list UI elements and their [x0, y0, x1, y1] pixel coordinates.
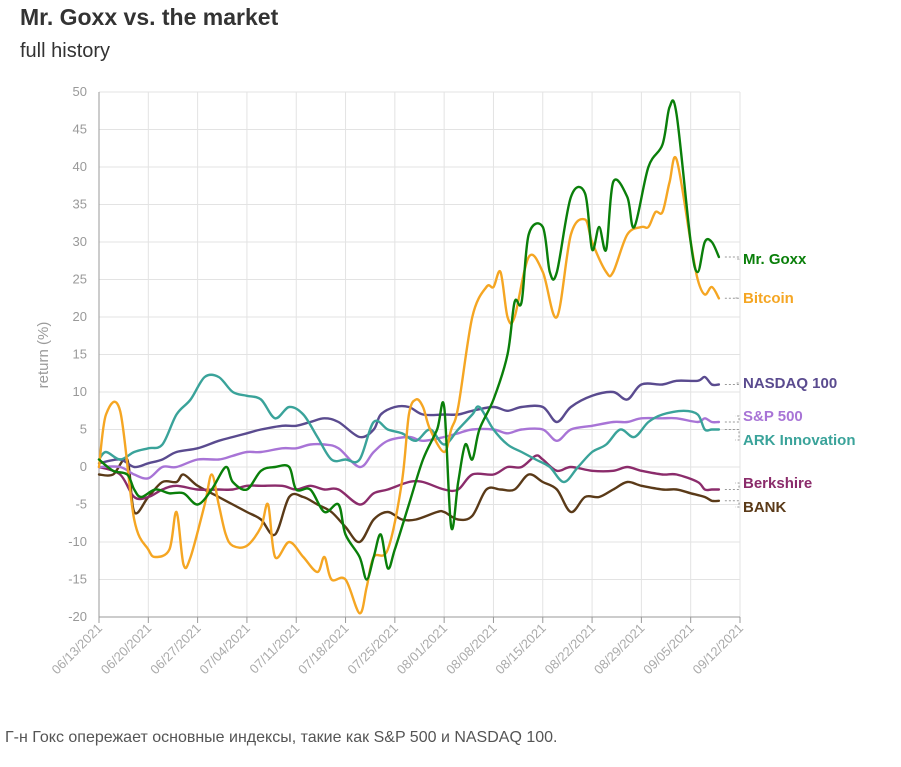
- y-tick-label: 5: [80, 422, 87, 437]
- series-line-mr-goxx[interactable]: [97, 99, 721, 581]
- series-label: Berkshire: [743, 475, 812, 492]
- series-label-connector: [724, 382, 740, 385]
- series-label: Bitcoin: [743, 290, 794, 307]
- x-tick-label: 09/05/2021: [640, 621, 697, 678]
- x-tick-label: 07/25/2021: [344, 621, 401, 678]
- x-tick-label: 06/27/2021: [147, 621, 204, 678]
- x-tick-label: 07/04/2021: [196, 621, 253, 678]
- series-labels: Mr. Goxx Bitcoin NASDAQ 100 S&P 500 ARK Inno…: [724, 251, 856, 516]
- x-tick-label: 08/15/2021: [492, 621, 549, 678]
- series-lines: [97, 99, 721, 615]
- series-line-s-p-500[interactable]: [97, 416, 721, 480]
- caption-nasdaq-link[interactable]: NASDAQ 100: [454, 729, 554, 746]
- y-tick-label: -5: [75, 497, 87, 512]
- series-label-connector: [724, 415, 740, 423]
- x-axis: 06/13/202106/20/202106/27/202107/04/2021…: [48, 616, 746, 678]
- caption: Г-н Гокс опережает основные индексы, так…: [5, 729, 558, 747]
- y-tick-label: 40: [73, 159, 87, 174]
- y-tick-label: 25: [73, 272, 87, 287]
- series-label: Mr. Goxx: [743, 251, 807, 268]
- series-label: NASDAQ 100: [743, 375, 837, 392]
- x-tick-label: 06/20/2021: [98, 621, 155, 678]
- series-line-ark-innovation[interactable]: [97, 373, 721, 484]
- y-axis-label: return (%): [35, 322, 52, 389]
- caption-text-mid: и: [436, 729, 455, 746]
- series-label: BANK: [743, 499, 786, 516]
- series-line-nasdaq-100[interactable]: [97, 375, 721, 469]
- caption-text-before: Г-н Гокс опережает основные индексы, так…: [5, 729, 374, 746]
- y-tick-label: 0: [80, 459, 87, 474]
- y-tick-label: 10: [73, 384, 87, 399]
- y-tick-label: 45: [73, 122, 87, 137]
- caption-sp-link[interactable]: S&P 500: [373, 729, 437, 746]
- x-tick-label: 07/18/2021: [295, 621, 352, 678]
- y-tick-label: 50: [73, 84, 87, 99]
- line-chart: -20 -15 -10 -5 0 5 10 15 20 25 30 35 40 45 50 06/13/20…: [35, 84, 856, 678]
- x-tick-label: 07/11/2021: [246, 621, 302, 677]
- y-tick-label: -10: [68, 534, 87, 549]
- x-tick-label: 08/29/2021: [591, 621, 648, 678]
- chart-subtitle: full history: [20, 40, 111, 62]
- x-tick-label: 06/13/2021: [48, 621, 105, 678]
- x-tick-label: 08/08/2021: [443, 621, 500, 678]
- x-tick-label: 09/12/2021: [689, 621, 746, 678]
- y-tick-label: 35: [73, 197, 87, 212]
- series-label-connector: [724, 429, 740, 441]
- y-tick-label: 30: [73, 234, 87, 249]
- caption-text-after: .: [553, 729, 558, 746]
- series-line-bank[interactable]: [97, 457, 721, 544]
- y-tick-label: -20: [68, 609, 87, 624]
- y-tick-label: 15: [73, 347, 87, 362]
- series-label: ARK Innovation: [743, 432, 856, 449]
- x-tick-label: 08/22/2021: [542, 621, 599, 678]
- series-line-bitcoin[interactable]: [97, 156, 721, 615]
- y-axis: -20 -15 -10 -5 0 5 10 15 20 25 30 35 40 45 50: [68, 84, 100, 624]
- series-label-connector: [724, 500, 740, 508]
- chart-title: Mr. Goxx vs. the market: [20, 4, 279, 30]
- y-tick-label: 20: [73, 309, 87, 324]
- series-label-connector: [724, 256, 740, 260]
- y-tick-label: -15: [68, 572, 87, 587]
- series-label: S&P 500: [743, 408, 803, 425]
- x-tick-label: 08/01/2021: [394, 621, 451, 678]
- series-label-connector: [724, 482, 740, 490]
